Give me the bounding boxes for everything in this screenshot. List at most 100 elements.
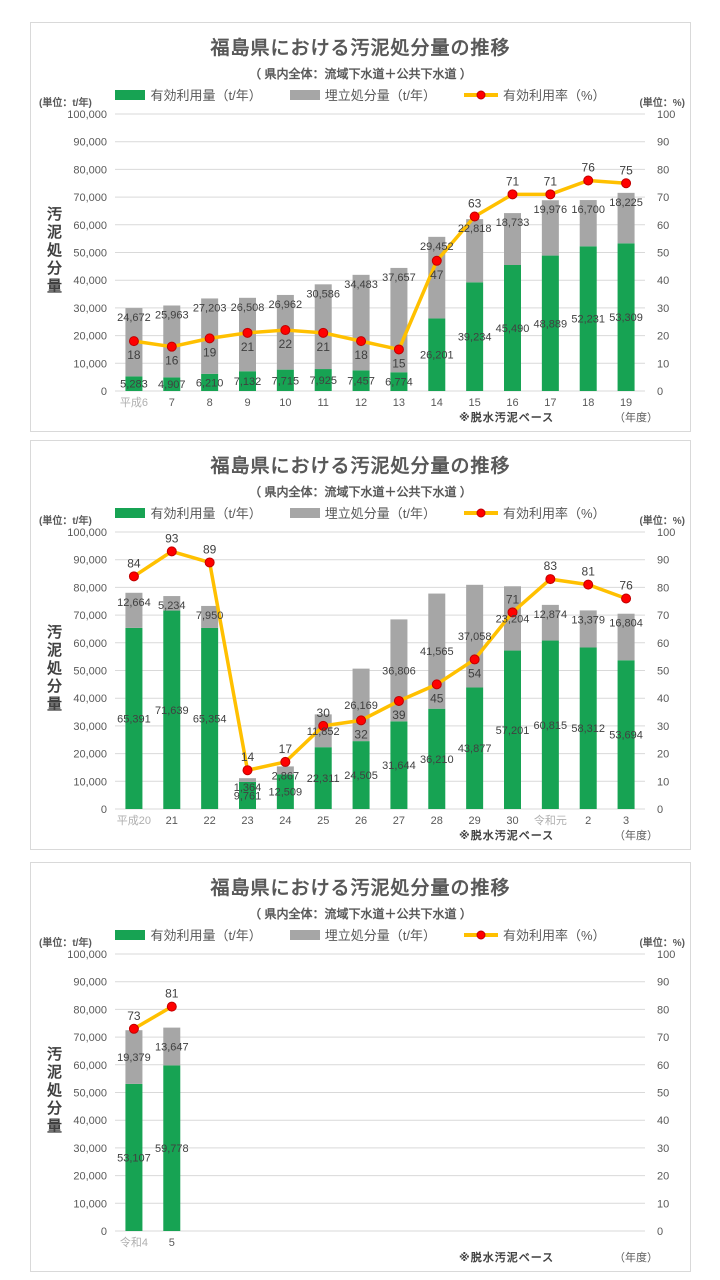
y2-tick-label: 40 bbox=[657, 693, 669, 705]
y-tick-label: 80,000 bbox=[73, 1004, 107, 1016]
left-axis-unit: (単位：t/年) bbox=[39, 98, 92, 109]
bar-effective-use bbox=[314, 369, 332, 391]
bar-effective-use bbox=[163, 610, 181, 809]
bar-effective-use bbox=[504, 650, 521, 809]
value-label-effective-use: 59,778 bbox=[155, 1143, 189, 1155]
y2-tick-label: 90 bbox=[657, 555, 669, 567]
bar-landfill bbox=[201, 605, 219, 628]
y-tick-label: 10,000 bbox=[73, 358, 107, 370]
value-label-rate: 45 bbox=[430, 691, 444, 705]
value-label-landfill: 12,664 bbox=[117, 597, 151, 609]
rate-line bbox=[133, 1005, 173, 1031]
legend-swatch-gray-bar-icon bbox=[289, 507, 320, 518]
value-label-effective-use: 57,201 bbox=[496, 725, 530, 737]
value-label-landfill: 34,483 bbox=[344, 279, 378, 291]
legend-label: 埋立処分量（t/年） bbox=[324, 88, 436, 103]
rate-marker bbox=[621, 593, 632, 604]
value-label-effective-use: 6,210 bbox=[196, 377, 224, 389]
y-tick-label: 80,000 bbox=[73, 164, 107, 176]
x-tick-label: 25 bbox=[317, 815, 329, 827]
chart-panel-heisei20-reiwa3: 福島県における汚泥処分量の推移 （ 県内全体：流域下水道＋公共下水道 ） 有効利… bbox=[30, 440, 691, 850]
x-tick-label: 23 bbox=[241, 815, 253, 827]
left-axis-unit: (単位：t/年) bbox=[39, 516, 92, 527]
value-label-effective-use: 5,283 bbox=[120, 379, 148, 391]
rate-marker bbox=[431, 679, 442, 690]
y2-tick-label: 80 bbox=[657, 164, 669, 176]
value-label-effective-use: 36,210 bbox=[420, 754, 454, 766]
legend-label: 埋立処分量（t/年） bbox=[324, 506, 436, 521]
value-label-rate: 18 bbox=[354, 348, 368, 362]
chart-subtitle: （ 県内全体：流域下水道＋公共下水道 ） bbox=[249, 907, 472, 921]
y2-tick-label: 30 bbox=[657, 721, 669, 733]
value-label-rate: 21 bbox=[317, 340, 331, 354]
y-tick-label: 20,000 bbox=[73, 331, 107, 343]
rate-marker bbox=[166, 1001, 177, 1012]
rate-marker bbox=[583, 579, 594, 590]
y-tick-label: 100,000 bbox=[67, 109, 107, 121]
value-label-effective-use: 7,715 bbox=[272, 375, 300, 387]
bar-effective-use bbox=[579, 647, 597, 809]
chart-title: 福島県における汚泥処分量の推移 bbox=[210, 456, 511, 477]
value-label-effective-use: 53,694 bbox=[609, 730, 643, 742]
legend-item-effective-use: 有効利用量（t/年） bbox=[115, 85, 262, 104]
rate-marker bbox=[469, 211, 480, 222]
value-label-landfill: 13,647 bbox=[155, 1042, 189, 1054]
legend-swatch-line-icon bbox=[463, 508, 498, 517]
y-tick-label: 10,000 bbox=[73, 1198, 107, 1210]
y-tick-label: 0 bbox=[101, 804, 107, 816]
bar-effective-use bbox=[617, 660, 635, 809]
value-label-effective-use: 6,774 bbox=[385, 377, 413, 389]
value-label-landfill: 19,379 bbox=[117, 1052, 151, 1064]
bar-landfill bbox=[163, 596, 181, 611]
bar-effective-use bbox=[466, 282, 484, 391]
y-tick-label: 30,000 bbox=[73, 303, 107, 315]
value-label-rate: 16 bbox=[165, 354, 179, 368]
bar-effective-use bbox=[163, 377, 181, 391]
y2-tick-label: 60 bbox=[657, 1060, 669, 1072]
bar-landfill bbox=[617, 613, 635, 661]
value-label-rate: 83 bbox=[544, 559, 558, 573]
bar-effective-use bbox=[390, 372, 408, 391]
y-axis-title: 汚泥処分量 bbox=[45, 206, 62, 296]
y2-tick-label: 100 bbox=[657, 109, 675, 121]
bar-effective-use bbox=[276, 774, 294, 809]
x-tick-label: 26 bbox=[355, 815, 367, 827]
bar-effective-use bbox=[352, 741, 370, 809]
left-axis-unit: (単位：t/年) bbox=[39, 938, 92, 949]
value-label-landfill: 30,586 bbox=[306, 288, 340, 300]
x-tick-label: 14 bbox=[431, 397, 443, 409]
bar-effective-use bbox=[428, 708, 446, 809]
sludge-disposal-chart-1994-2007: 0 10,000 20,000 30,000 40,000 50,000 60,000 70,… bbox=[67, 109, 675, 409]
value-label-rate: 76 bbox=[619, 578, 633, 592]
x-tick-label: 27 bbox=[393, 815, 405, 827]
y-tick-label: 40,000 bbox=[73, 693, 107, 705]
value-label-rate: 21 bbox=[241, 340, 255, 354]
bar-effective-use bbox=[352, 370, 370, 391]
value-label-landfill: 1,364 bbox=[234, 782, 262, 794]
value-label-effective-use: 39,234 bbox=[458, 332, 492, 344]
y2-tick-label: 50 bbox=[657, 666, 669, 678]
rate-marker bbox=[204, 333, 215, 344]
value-label-effective-use: 65,391 bbox=[117, 713, 151, 725]
y-tick-label: 40,000 bbox=[73, 1115, 107, 1127]
y2-tick-label: 20 bbox=[657, 749, 669, 761]
legend-label: 有効利用量（t/年） bbox=[150, 88, 262, 103]
bar-effective-use bbox=[276, 369, 294, 391]
y2-tick-label: 90 bbox=[657, 137, 669, 149]
value-label-rate: 32 bbox=[354, 727, 368, 741]
value-label-landfill: 2,867 bbox=[272, 770, 300, 782]
x-axis-unit: （年度） bbox=[614, 830, 658, 842]
value-label-landfill: 19,976 bbox=[534, 204, 568, 216]
bar-effective-use bbox=[541, 255, 559, 391]
chart-legend: 有効利用量（t/年） 埋立処分量（t/年） 有効利用率（%） bbox=[91, 85, 630, 104]
legend-item-landfill: 埋立処分量（t/年） bbox=[289, 925, 436, 944]
bar-landfill bbox=[504, 213, 521, 265]
x-tick-label: 24 bbox=[279, 815, 291, 827]
legend-label: 埋立処分量（t/年） bbox=[324, 928, 436, 943]
y-tick-label: 70,000 bbox=[73, 610, 107, 622]
bar-effective-use bbox=[125, 1083, 143, 1231]
rate-marker bbox=[204, 557, 215, 568]
value-label-rate: 15 bbox=[392, 356, 406, 370]
right-axis-unit: (単位：%) bbox=[639, 516, 685, 527]
x-tick-label: 18 bbox=[582, 397, 594, 409]
